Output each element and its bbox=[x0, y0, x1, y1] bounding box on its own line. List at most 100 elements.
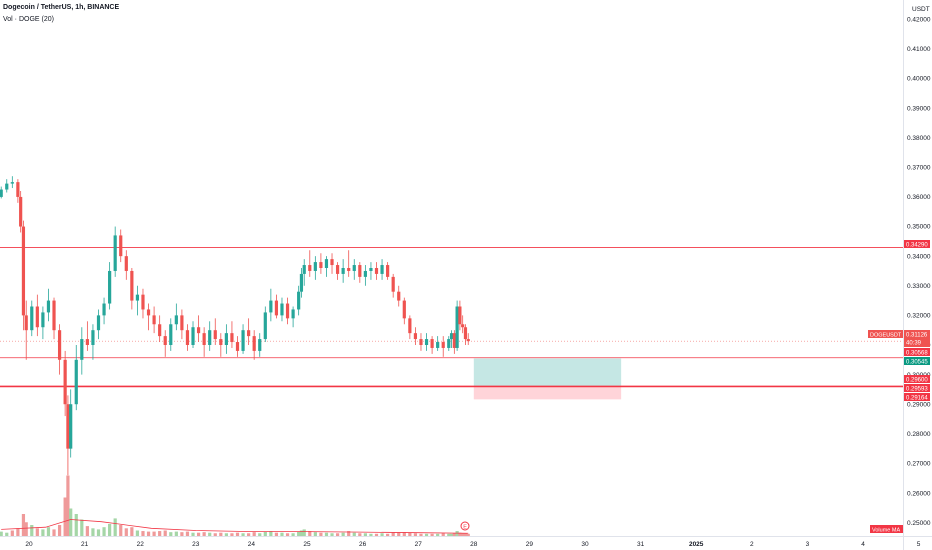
candle-body bbox=[324, 259, 329, 268]
candle-body bbox=[297, 291, 301, 310]
volume-bar bbox=[391, 532, 395, 536]
time-tick-label: 20 bbox=[25, 541, 33, 548]
volume-bar bbox=[21, 514, 26, 536]
volume-bar bbox=[347, 531, 351, 536]
candle-body bbox=[202, 333, 206, 345]
candles bbox=[0, 176, 470, 476]
time-tick-label: 5 bbox=[917, 541, 921, 548]
time-tick-label: 24 bbox=[248, 541, 256, 548]
candle-body bbox=[41, 312, 45, 328]
candle-body bbox=[424, 339, 429, 345]
candle-body bbox=[0, 189, 3, 197]
candle-body bbox=[341, 268, 345, 274]
candle-body bbox=[313, 262, 317, 271]
candle-body bbox=[269, 300, 273, 313]
candle-body bbox=[158, 324, 162, 337]
event-badge[interactable]: E bbox=[460, 521, 470, 531]
volume-bar bbox=[102, 527, 106, 536]
upper-line-label-text: 0.30568 bbox=[906, 351, 928, 357]
chart-title: Dogecoin / TetherUS, 1h, BINANCE bbox=[3, 4, 120, 11]
candle-body bbox=[230, 333, 234, 343]
candle-body bbox=[35, 306, 39, 328]
volume-ma-label-text: Volume MA bbox=[872, 528, 900, 534]
volume-bar bbox=[41, 529, 45, 536]
price-label-symbol: DOGEUSDT bbox=[868, 330, 903, 339]
volume-bar bbox=[413, 533, 418, 536]
entry-label-bg bbox=[904, 375, 930, 383]
time-axis-ticks[interactable]: 20 21 22 23 24 25 26 27 28 29 30 31 2025 2 3 4 5 bbox=[25, 541, 920, 548]
candle-body bbox=[46, 300, 51, 313]
candle-body bbox=[96, 315, 101, 331]
volume-bar bbox=[5, 532, 9, 536]
volume-bar bbox=[213, 533, 217, 536]
volume-bar bbox=[430, 533, 434, 536]
horizontal-levels[interactable] bbox=[0, 247, 903, 388]
price-label-entry: 0.29600 bbox=[904, 375, 930, 384]
candle-body bbox=[5, 183, 9, 190]
volume-bar bbox=[224, 533, 228, 536]
volume-bar bbox=[247, 533, 251, 536]
volume-bar bbox=[141, 531, 145, 536]
price-tick-label: 0.37000 bbox=[907, 165, 931, 172]
candle-body bbox=[185, 330, 190, 345]
candle-body bbox=[299, 273, 304, 292]
price-tick-label: 0.29000 bbox=[907, 401, 931, 408]
volume-ma-line bbox=[1, 519, 469, 534]
volume-bar bbox=[335, 533, 340, 536]
candle-body bbox=[135, 294, 140, 301]
candle-body bbox=[119, 235, 123, 257]
price-tick-label: 0.34000 bbox=[907, 253, 931, 260]
price-axis[interactable]: USDT 0.42000 0.41000 0.40000 0.39000 0.38000… bbox=[907, 6, 931, 527]
time-tick-label: 23 bbox=[192, 541, 200, 548]
volume-bar bbox=[302, 529, 306, 536]
volume-ma-label: Volume MA bbox=[870, 525, 903, 534]
candle-body bbox=[461, 324, 465, 328]
volume-bar bbox=[196, 532, 201, 536]
candle-body bbox=[69, 404, 73, 449]
volume-bar bbox=[308, 531, 312, 536]
symbol-tag-text: DOGEUSDT bbox=[870, 333, 902, 339]
candle-body bbox=[252, 336, 256, 351]
volume-bar bbox=[324, 532, 329, 536]
volume-bar bbox=[436, 533, 440, 536]
volume-bar bbox=[185, 531, 190, 536]
price-tick-label: 0.39000 bbox=[907, 105, 931, 112]
candle-body bbox=[466, 339, 470, 342]
stop-b-label-text: 0.29164 bbox=[906, 396, 928, 402]
price-label-resistance-text: 0.34290 bbox=[906, 243, 928, 249]
time-tick-label: 3 bbox=[806, 541, 810, 548]
bar-countdown-text: 40:39 bbox=[906, 341, 922, 347]
volume-bar bbox=[63, 497, 67, 536]
volume-bar bbox=[258, 533, 262, 536]
price-tick-label: 0.36000 bbox=[907, 194, 931, 201]
volume-bar bbox=[452, 533, 456, 536]
volume-bar bbox=[163, 530, 167, 536]
volume-bar bbox=[447, 533, 451, 536]
volume-bar bbox=[274, 532, 279, 536]
volume-bar bbox=[319, 532, 323, 536]
target-label-text: 0.30545 bbox=[906, 360, 928, 366]
candle-body bbox=[21, 226, 26, 316]
price-label-last: 0.31126 40:39 bbox=[904, 330, 930, 347]
volume-bar bbox=[330, 533, 334, 536]
candle-body bbox=[436, 342, 440, 348]
stop-a-label-text: 0.29593 bbox=[906, 387, 928, 393]
price-tick-label: 0.33000 bbox=[907, 283, 931, 290]
volume-bar bbox=[57, 525, 62, 536]
price-axis-ticks: 0.42000 0.41000 0.40000 0.39000 0.38000 0.370… bbox=[907, 16, 931, 526]
candle-body bbox=[369, 268, 373, 271]
candle-body bbox=[152, 315, 156, 325]
position-zones[interactable] bbox=[473, 358, 622, 400]
candle-body bbox=[108, 270, 112, 304]
volume-bar bbox=[69, 508, 73, 536]
volume-pane bbox=[0, 475, 470, 536]
price-label-upper-line: 0.30568 bbox=[904, 348, 930, 357]
currency-label: USDT bbox=[912, 6, 930, 13]
volume-bar bbox=[341, 532, 345, 536]
volume-bar bbox=[135, 530, 140, 536]
volume-bar bbox=[91, 528, 95, 536]
candle-body bbox=[358, 265, 362, 277]
candle-body bbox=[10, 182, 14, 184]
target-label-bg bbox=[904, 357, 930, 365]
